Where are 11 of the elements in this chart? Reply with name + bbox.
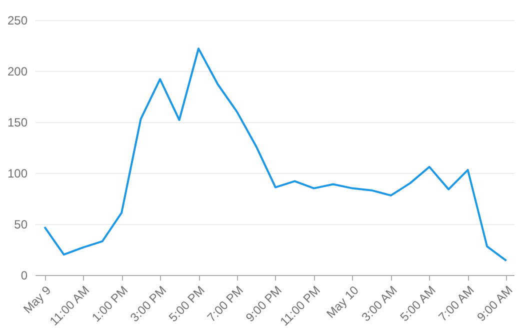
y-tick-label: 150 xyxy=(7,116,28,130)
x-tick-label: 9:00 AM xyxy=(474,283,516,324)
x-tick-label: 7:00 AM xyxy=(436,283,477,324)
x-tick-label: May 9 xyxy=(20,282,54,316)
y-tick-label: 100 xyxy=(7,166,28,180)
y-tick-label: 250 xyxy=(7,14,28,28)
y-tick-label: 50 xyxy=(14,218,28,232)
x-tick-label: 5:00 AM xyxy=(397,283,438,324)
y-tick-label: 200 xyxy=(7,64,28,78)
y-tick-label: 0 xyxy=(20,268,28,282)
line-series xyxy=(44,48,508,262)
